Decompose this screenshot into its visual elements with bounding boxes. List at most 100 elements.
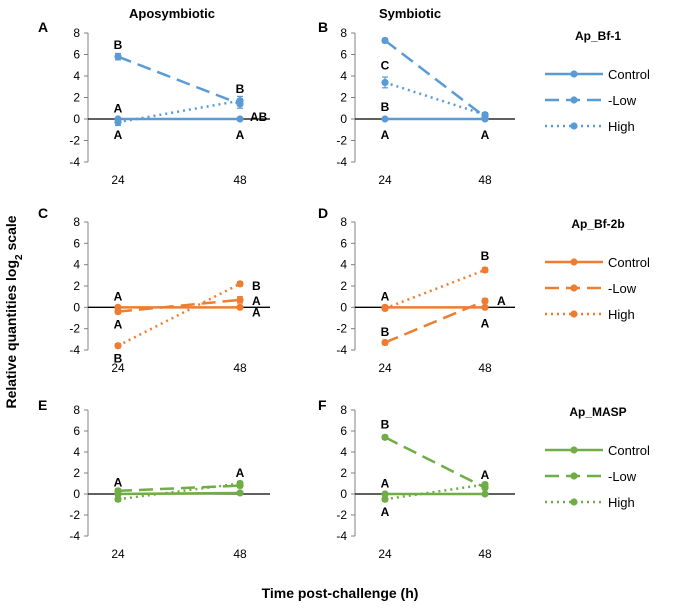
series-line bbox=[384, 483, 486, 501]
significance-label: A bbox=[252, 306, 261, 320]
panel-letter: F bbox=[318, 397, 327, 413]
significance-label: B bbox=[252, 279, 261, 293]
series-line bbox=[117, 491, 241, 496]
series-line bbox=[384, 39, 486, 118]
panel-letter: A bbox=[38, 19, 48, 35]
x-tick-label: 24 bbox=[111, 173, 125, 187]
legend-marker bbox=[570, 310, 578, 318]
data-point bbox=[236, 280, 244, 288]
data-point bbox=[114, 495, 122, 503]
y-tick-label: 4 bbox=[340, 445, 347, 459]
data-point bbox=[236, 97, 244, 105]
significance-label: A bbox=[481, 128, 490, 142]
y-tick-label: 2 bbox=[340, 466, 347, 480]
legends: Ap_Bf-1 Control -Low High Ap_Bf-2b Control -Lo… bbox=[545, 29, 650, 510]
y-tick-label: 4 bbox=[73, 445, 80, 459]
y-tick-label: 6 bbox=[340, 236, 347, 250]
column-titles: Aposymbiotic Symbiotic bbox=[129, 6, 441, 21]
data-point bbox=[481, 490, 489, 498]
y-tick-label: 0 bbox=[340, 112, 347, 126]
series-control bbox=[381, 115, 489, 123]
legend-marker bbox=[570, 498, 578, 506]
gene-title: Ap_Bf-1 bbox=[575, 29, 621, 43]
y-tick-label: -4 bbox=[69, 155, 80, 169]
y-tick-label: 2 bbox=[73, 279, 80, 293]
data-point bbox=[236, 296, 244, 304]
y-tick-label: 4 bbox=[73, 258, 80, 272]
data-point bbox=[114, 487, 122, 495]
series-low bbox=[381, 433, 489, 492]
significance-label: A bbox=[481, 468, 490, 482]
y-tick-label: 6 bbox=[73, 48, 80, 62]
y-tick-label: 4 bbox=[73, 69, 80, 83]
data-point bbox=[114, 342, 122, 350]
legend-label-control: Control bbox=[608, 67, 650, 82]
x-tick-label: 48 bbox=[233, 361, 247, 375]
y-tick-label: 8 bbox=[73, 403, 80, 417]
data-point bbox=[381, 338, 389, 347]
gene-title: Ap_Bf-2b bbox=[571, 217, 624, 231]
y-tick-label: -4 bbox=[336, 529, 347, 543]
series-line bbox=[384, 268, 486, 310]
data-point bbox=[381, 36, 389, 45]
data-point bbox=[381, 78, 389, 87]
data-point bbox=[114, 118, 122, 126]
series-line bbox=[117, 482, 241, 501]
significance-label: A bbox=[114, 475, 123, 489]
significance-label: B bbox=[381, 325, 390, 339]
legend-marker bbox=[570, 472, 578, 480]
significance-label: B bbox=[114, 38, 123, 52]
legend-label-control: Control bbox=[608, 443, 650, 458]
legend-marker bbox=[570, 122, 578, 130]
legend-label-high: High bbox=[608, 307, 635, 322]
y-tick-label: -2 bbox=[69, 508, 80, 522]
y-tick-label: -2 bbox=[336, 322, 347, 336]
x-tick-label: 48 bbox=[478, 547, 492, 561]
significance-label: A bbox=[114, 101, 123, 115]
y-tick-label: 2 bbox=[340, 91, 347, 105]
y-tick-label: -4 bbox=[69, 529, 80, 543]
y-tick-label: 6 bbox=[340, 48, 347, 62]
data-point bbox=[236, 115, 244, 123]
x-tick-label: 24 bbox=[111, 547, 125, 561]
series-line bbox=[117, 298, 241, 313]
significance-label: A bbox=[114, 290, 123, 304]
significance-label: A bbox=[381, 290, 390, 304]
y-tick-label: 8 bbox=[340, 403, 347, 417]
y-tick-label: 8 bbox=[73, 215, 80, 229]
series-control bbox=[114, 115, 244, 123]
y-tick-label: 2 bbox=[340, 279, 347, 293]
series-high bbox=[381, 480, 489, 503]
significance-label: B bbox=[481, 249, 490, 263]
y-tick-label: -2 bbox=[336, 134, 347, 148]
legend-marker bbox=[570, 70, 578, 78]
data-point bbox=[236, 303, 244, 311]
series-high bbox=[114, 280, 244, 350]
legend-marker bbox=[570, 96, 578, 104]
y-tick-label: 0 bbox=[340, 487, 347, 501]
significance-label: B bbox=[114, 352, 123, 366]
data-point bbox=[481, 111, 489, 119]
significance-label: A bbox=[236, 128, 245, 142]
series-low bbox=[381, 297, 489, 347]
significance-label: B bbox=[236, 82, 245, 96]
legend-label-control: Control bbox=[608, 255, 650, 270]
x-tick-label: 48 bbox=[478, 173, 492, 187]
y-tick-label: 0 bbox=[73, 300, 80, 314]
y-tick-label: -4 bbox=[69, 343, 80, 357]
column-title-aposymbiotic: Aposymbiotic bbox=[129, 6, 215, 21]
y-tick-label: 6 bbox=[73, 424, 80, 438]
legend-label-high: High bbox=[608, 119, 635, 134]
column-title-symbiotic: Symbiotic bbox=[379, 6, 441, 21]
significance-label: B bbox=[381, 100, 390, 114]
x-tick-label: 48 bbox=[233, 547, 247, 561]
y-tick-label: 4 bbox=[340, 258, 347, 272]
y-tick-label: -2 bbox=[336, 508, 347, 522]
series-high bbox=[114, 95, 244, 127]
y-tick-label: -2 bbox=[69, 322, 80, 336]
data-point bbox=[381, 304, 389, 312]
panel-letter: D bbox=[318, 205, 328, 221]
